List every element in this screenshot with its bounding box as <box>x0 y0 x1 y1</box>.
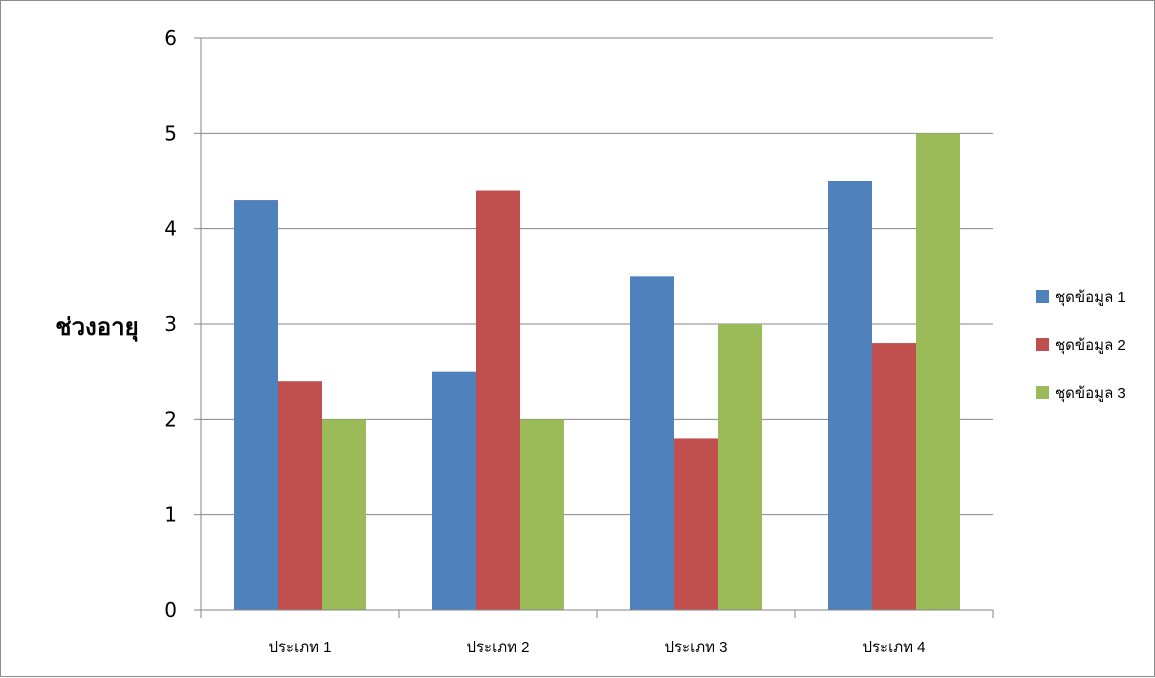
bars <box>234 133 960 611</box>
bar <box>630 276 674 610</box>
bar <box>916 133 960 611</box>
legend-entry: ชุดข้อมูล 1 <box>1055 289 1126 307</box>
bar <box>278 381 322 610</box>
y-tick-label: 1 <box>164 503 177 527</box>
x-tick-label: ประเภท 1 <box>268 639 331 656</box>
bar <box>718 324 762 610</box>
bar <box>828 181 872 610</box>
bar <box>322 419 366 610</box>
legend-entry: ชุดข้อมูล 3 <box>1055 385 1126 403</box>
x-axis-ticks: ประเภท 1 ประเภท 2 ประเภท 3 ประเภท 4 <box>200 610 994 656</box>
x-tick-label: ประเภท 4 <box>862 639 925 656</box>
y-tick-label: 5 <box>164 121 177 145</box>
x-tick-label: ประเภท 3 <box>664 639 727 656</box>
bar <box>872 343 916 610</box>
legend-swatch <box>1036 290 1049 303</box>
bar <box>520 419 564 610</box>
y-axis-ticks: 0 1 2 3 4 5 6 <box>164 26 201 622</box>
legend: ชุดข้อมูล 1 ชุดข้อมูล 2 ชุดข้อมูล 3 <box>1036 289 1126 403</box>
y-axis-title: ช่วงอายุ <box>55 313 138 343</box>
legend-swatch <box>1036 386 1049 399</box>
y-tick-label: 2 <box>164 407 177 431</box>
y-tick-label: 6 <box>164 26 177 50</box>
x-tick-label: ประเภท 2 <box>466 639 529 656</box>
bar <box>674 438 718 610</box>
y-tick-label: 3 <box>164 312 177 336</box>
bar <box>476 190 520 611</box>
legend-entry: ชุดข้อมูล 2 <box>1055 337 1126 355</box>
bar <box>234 200 278 611</box>
y-tick-label: 4 <box>164 217 177 241</box>
legend-swatch <box>1036 338 1049 351</box>
y-tick-label: 0 <box>164 598 177 622</box>
bar <box>432 371 476 610</box>
